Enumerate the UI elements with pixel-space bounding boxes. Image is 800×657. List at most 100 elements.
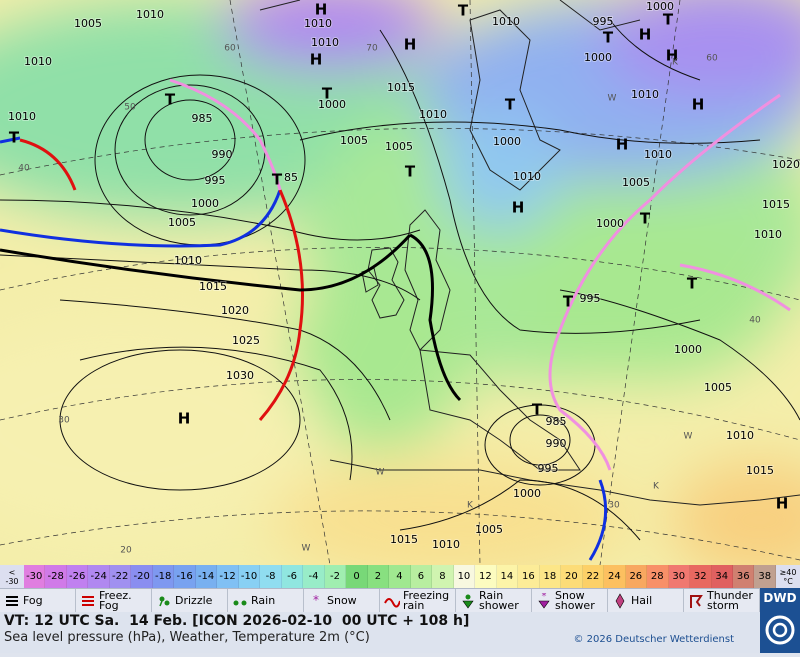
isobar-label: 1000	[318, 98, 346, 111]
legend-line: shower	[479, 599, 519, 612]
isobar-label: 1010	[419, 108, 447, 121]
grid-label: W	[302, 544, 311, 554]
legend-label: Snow	[327, 595, 357, 606]
legend-label: Snow shower	[555, 590, 595, 612]
isobar-label: 985	[546, 415, 567, 428]
scale-cell: -8	[260, 565, 282, 588]
scale-cell: 34	[711, 565, 733, 588]
scale-cell: -22	[109, 565, 132, 588]
isobar-label: 1005	[74, 17, 102, 30]
valid-time: VT: 12 UTC Sa. 14 Feb. [ICON 2026-02-10 …	[4, 613, 470, 629]
grid-label: 70	[366, 44, 378, 54]
isobar-label: 1015	[390, 533, 418, 546]
isobar-label: 985	[192, 112, 213, 125]
pressure-center: T	[405, 163, 416, 181]
pressure-center: H	[776, 495, 789, 513]
grid-label: 60	[224, 44, 236, 54]
pressure-center: T	[687, 275, 698, 293]
legend-label: Freezing rain	[403, 590, 449, 611]
scale-cell: -18	[152, 565, 175, 588]
grid-label: K	[653, 482, 660, 492]
pressure-center: T	[9, 129, 20, 147]
isobar-label: 990	[546, 437, 567, 450]
legend-item: Rain shower	[456, 589, 532, 613]
isobar-label: 1005	[340, 134, 368, 147]
scale-cell: -10	[238, 565, 261, 588]
svg-text:*: *	[542, 593, 547, 602]
legend-line: shower	[555, 599, 595, 612]
legend-label: Fog	[23, 594, 43, 607]
footer: VT: 12 UTC Sa. 14 Feb. [ICON 2026-02-10 …	[0, 612, 760, 653]
isobar-label: 1015	[746, 464, 774, 477]
legend-symbol	[384, 598, 400, 608]
scale-cell: 6	[410, 565, 433, 588]
pressure-center: H	[404, 36, 417, 54]
isobar-label: 1010	[726, 429, 754, 442]
subtitle: Sea level pressure (hPa), Weather, Tempe…	[4, 630, 370, 645]
scale-cell: 20	[561, 565, 583, 588]
scale-cell: -4	[303, 565, 325, 588]
coastlines	[259, 0, 800, 506]
pressure-center: H	[616, 136, 629, 154]
legend-symbol	[233, 600, 247, 606]
pressure-center: T	[272, 171, 283, 189]
grid-label: 20	[120, 546, 132, 556]
legend-line: Rain	[251, 594, 276, 607]
scale-cell: 0	[346, 565, 368, 588]
grid-label: 30	[608, 501, 620, 511]
legend-line: Hail	[631, 594, 653, 607]
copyright: © 2026 Deutscher Wetterdienst	[573, 634, 734, 645]
scale-low-line: -30	[5, 576, 19, 586]
legend-label: Freez. Fog	[99, 589, 132, 612]
pressure-center: T	[322, 85, 333, 103]
isobar-label: 1025	[232, 334, 260, 347]
legend-symbol: *	[313, 593, 319, 607]
legend-line: Freez.	[99, 589, 132, 602]
pressure-center: T	[663, 11, 674, 29]
legend-item: Hail	[608, 589, 684, 613]
isobar-label: 1020	[772, 158, 800, 171]
scale-cell: -28	[45, 565, 67, 588]
scale-cell: -14	[195, 565, 218, 588]
scale-cell: -6	[281, 565, 304, 588]
legend-line: storm	[707, 599, 739, 612]
scale-cell: -16	[174, 565, 196, 588]
legend-item: Drizzle	[152, 589, 228, 613]
pressure-center: H	[692, 96, 705, 114]
legend-symbol: *	[538, 593, 550, 609]
scale-cell: -20	[131, 565, 153, 588]
scale-cell: -30	[24, 565, 46, 588]
isobar-label: 1010	[136, 8, 164, 21]
isobar-label: 1010	[631, 88, 659, 101]
svg-text:*: *	[313, 593, 319, 607]
isobar-label: 1000	[646, 0, 674, 13]
legend-symbol	[615, 593, 625, 609]
isobar-label: 1005	[385, 140, 413, 153]
legend-label: Thunder storm	[707, 590, 753, 612]
grid-label: K	[467, 501, 474, 511]
pressure-center: H	[315, 1, 328, 19]
scale-low-line: <	[8, 567, 16, 577]
isobar-label: 1005	[168, 216, 196, 229]
dwd-logo: DWD	[760, 588, 800, 653]
legend-line: Fog	[99, 599, 119, 612]
legend-item: Rain	[228, 589, 304, 613]
legend-line: Fog	[23, 594, 43, 607]
fronts	[0, 78, 791, 561]
pressure-center: H	[178, 410, 191, 428]
pressure-center: T	[563, 293, 574, 311]
isobar-label: 1015	[199, 280, 227, 293]
legend-label: Hail	[631, 594, 653, 607]
legend-item: Fog	[0, 589, 76, 613]
scale-cell: 36	[732, 565, 755, 588]
isobar-label: 995	[538, 462, 559, 475]
scale-cells: -30 -28 -26 -24 -22 -20 -18 -16 -14 -12 -10 -8 -6 -4-…	[24, 565, 776, 588]
isobar-label: 1020	[221, 304, 249, 317]
isobar-label: 1010	[513, 170, 541, 183]
scale-high-line: ≥40	[779, 567, 797, 577]
scale-cell: 2	[367, 565, 390, 588]
legend-line: Drizzle	[175, 594, 213, 607]
